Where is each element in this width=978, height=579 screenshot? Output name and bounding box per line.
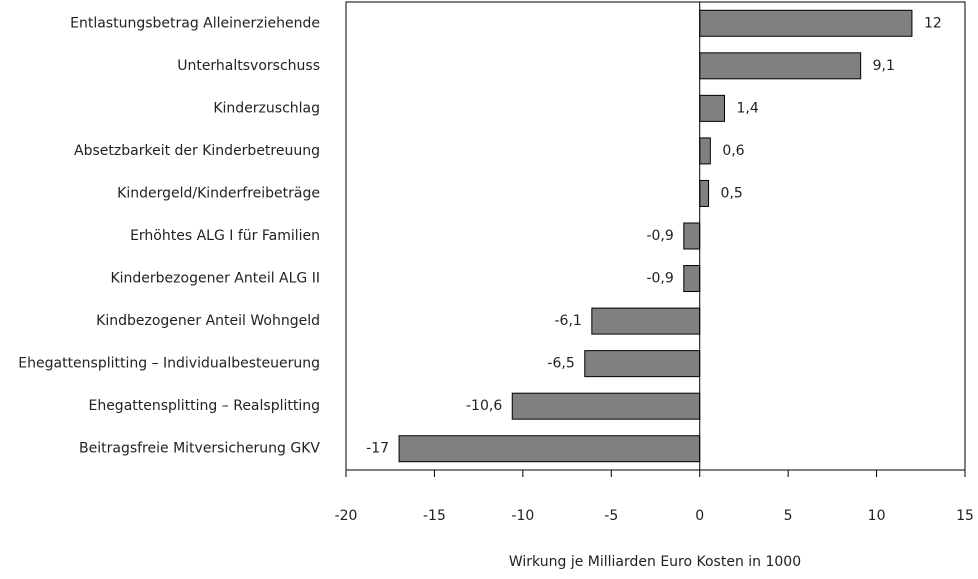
y-tick-label: Absetzbarkeit der Kinderbetreuung — [74, 143, 320, 159]
value-label: -17 — [366, 441, 389, 457]
y-tick-label: Unterhaltsvorschuss — [177, 58, 320, 74]
bar — [584, 350, 701, 378]
x-tick-label: -10 — [511, 508, 534, 524]
x-tick-label: 10 — [868, 508, 886, 524]
y-tick-label: Kinderzuschlag — [213, 100, 320, 116]
bar — [683, 222, 701, 250]
bar — [699, 94, 725, 122]
x-tick-label: -20 — [335, 508, 358, 524]
bar — [511, 392, 701, 420]
x-tick-label: 15 — [956, 508, 974, 524]
x-tick-label: 5 — [784, 508, 793, 524]
bar — [398, 435, 701, 463]
y-tick-label: Kindergeld/Kinderfreibeträge — [117, 185, 320, 201]
value-label: 0,6 — [722, 143, 744, 159]
y-tick-label: Kinderbezogener Anteil ALG II — [110, 271, 320, 287]
value-label: 9,1 — [873, 58, 895, 74]
y-tick-label: Erhöhtes ALG I für Familien — [130, 228, 320, 244]
plot-frame — [345, 1, 966, 471]
value-label: -6,5 — [547, 356, 574, 372]
bar — [591, 307, 701, 335]
y-tick-label: Kindbezogener Anteil Wohngeld — [96, 313, 320, 329]
value-label: 12 — [924, 15, 942, 31]
bar — [699, 52, 862, 80]
x-tick-label: -15 — [423, 508, 446, 524]
value-label: -6,1 — [555, 313, 582, 329]
x-axis-label: Wirkung je Milliarden Euro Kosten in 100… — [509, 554, 801, 570]
y-tick-label: Ehegattensplitting – Individualbesteueru… — [18, 356, 320, 372]
value-label: -0,9 — [646, 271, 673, 287]
y-tick-label: Ehegattensplitting – Realsplitting — [88, 398, 320, 414]
bar — [699, 179, 710, 207]
bar — [699, 9, 913, 37]
y-tick-label: Beitragsfreie Mitversicherung GKV — [79, 441, 320, 457]
bar — [683, 265, 701, 293]
x-tick-label: -5 — [604, 508, 618, 524]
value-label: 0,5 — [721, 185, 743, 201]
value-label: 1,4 — [736, 100, 758, 116]
y-tick-label: Entlastungsbetrag Alleinerziehende — [70, 15, 320, 31]
value-label: -0,9 — [646, 228, 673, 244]
value-label: -10,6 — [466, 398, 502, 414]
bar — [699, 137, 711, 165]
x-tick-label: 0 — [695, 508, 704, 524]
